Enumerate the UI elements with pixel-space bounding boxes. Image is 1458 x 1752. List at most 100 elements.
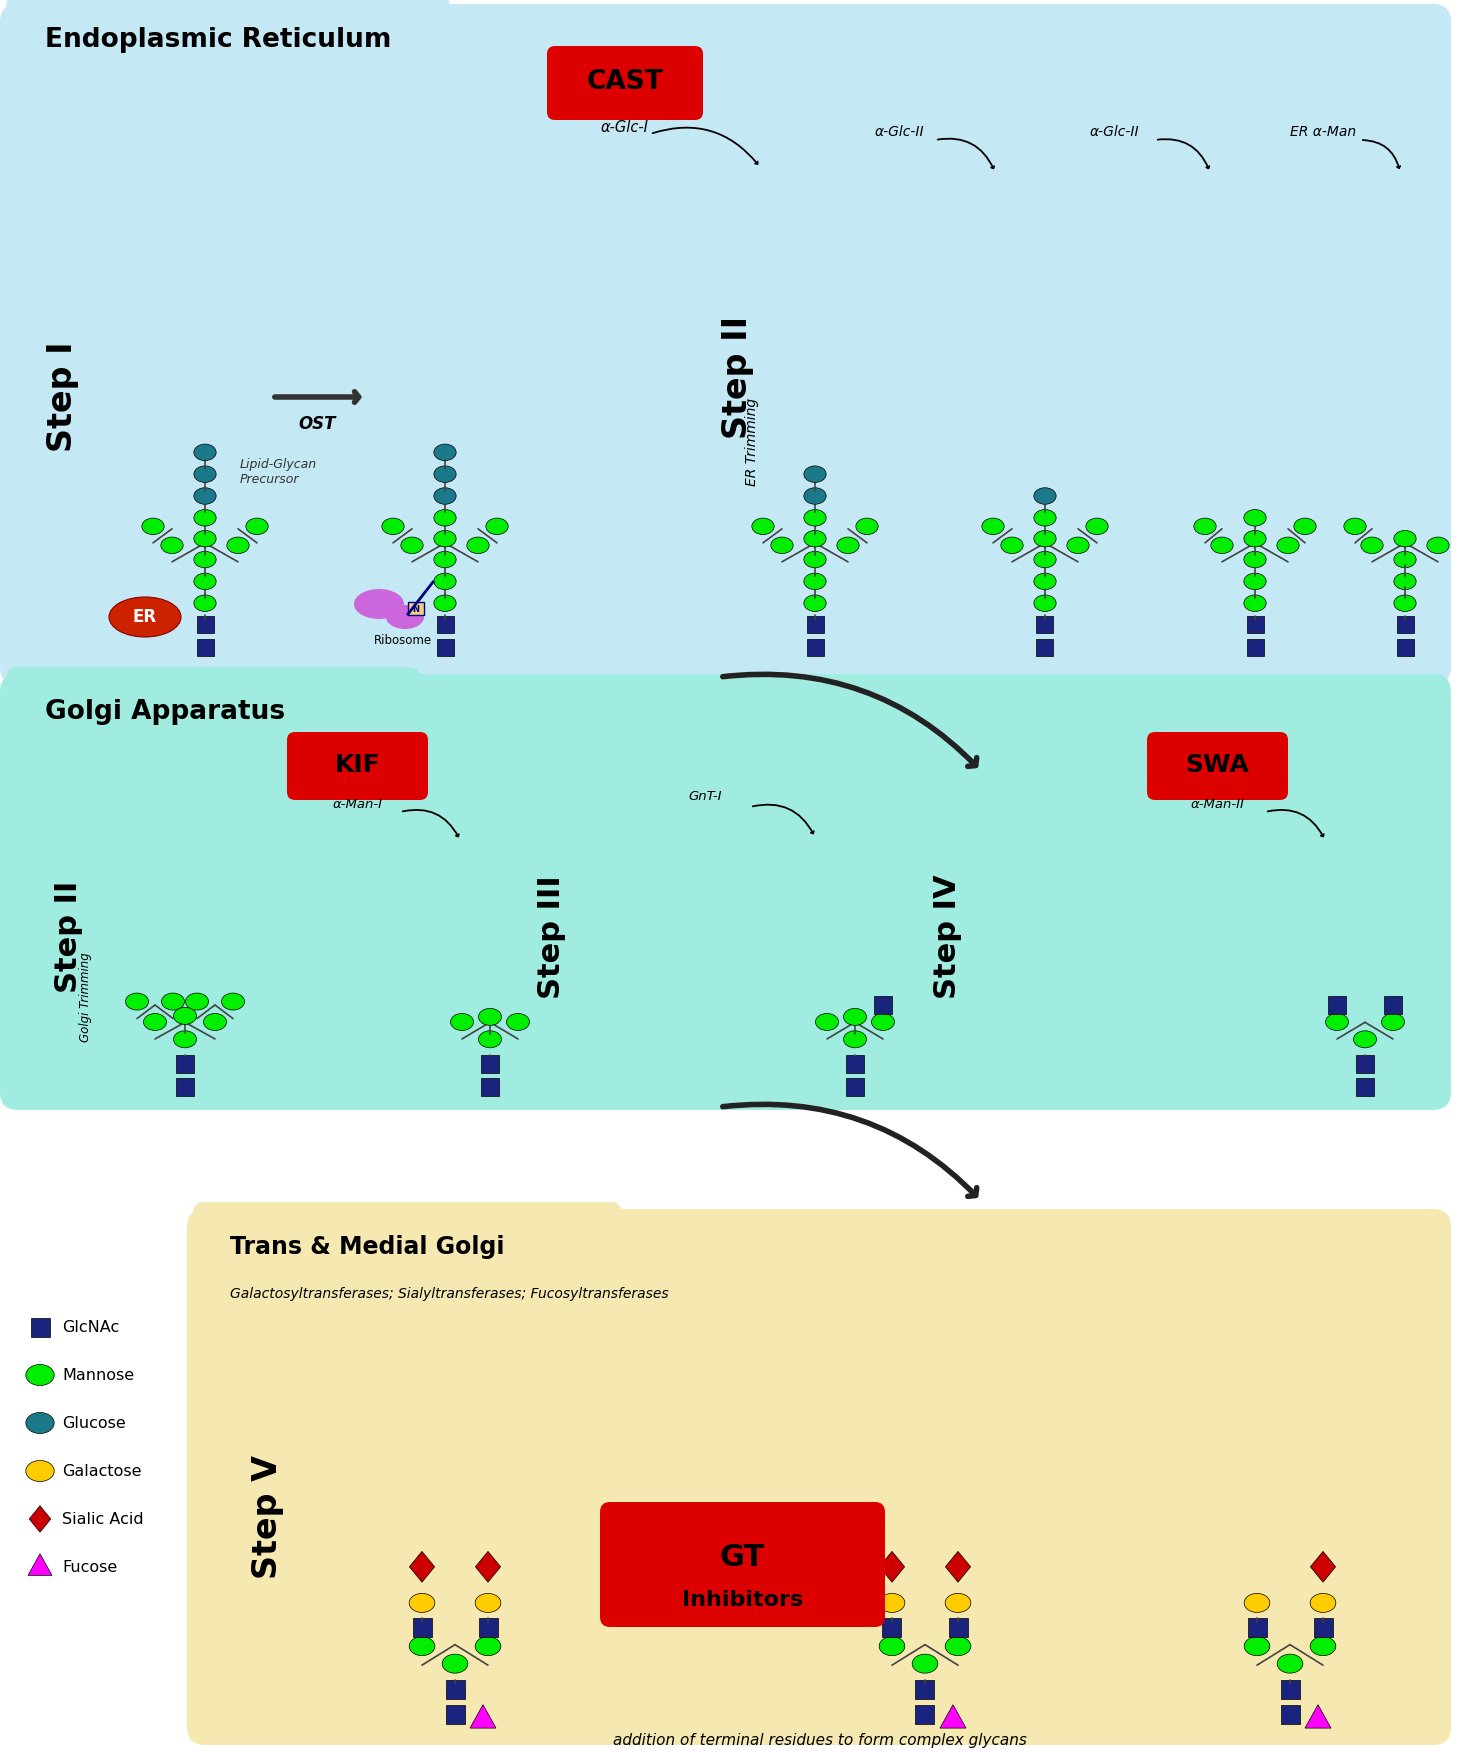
Text: α-Glc-II: α-Glc-II	[1091, 124, 1140, 138]
Ellipse shape	[1427, 538, 1449, 554]
Ellipse shape	[1086, 519, 1108, 534]
Ellipse shape	[1034, 596, 1056, 611]
FancyBboxPatch shape	[6, 0, 451, 84]
Text: Golgi Apparatus: Golgi Apparatus	[45, 699, 286, 725]
FancyBboxPatch shape	[6, 668, 420, 757]
Text: N: N	[413, 604, 420, 613]
Text: ER: ER	[133, 608, 157, 625]
Ellipse shape	[160, 538, 184, 554]
Bar	[916, 1705, 935, 1724]
Text: Glucose: Glucose	[63, 1416, 125, 1430]
Bar	[949, 1619, 968, 1636]
Ellipse shape	[143, 1013, 166, 1030]
FancyBboxPatch shape	[601, 1501, 885, 1628]
Bar	[413, 1619, 432, 1636]
Bar	[197, 638, 213, 655]
Text: α-Glc-II: α-Glc-II	[875, 124, 924, 138]
Ellipse shape	[1394, 552, 1416, 568]
Ellipse shape	[1244, 596, 1266, 611]
Ellipse shape	[1244, 1636, 1270, 1656]
Ellipse shape	[803, 510, 827, 526]
Text: Step II: Step II	[54, 881, 83, 993]
Polygon shape	[469, 1705, 496, 1727]
Polygon shape	[1311, 1552, 1336, 1582]
Ellipse shape	[1194, 519, 1216, 534]
Text: addition of terminal residues to form complex glycans: addition of terminal residues to form co…	[612, 1733, 1026, 1747]
Polygon shape	[475, 1552, 500, 1582]
Text: GnT-I: GnT-I	[688, 790, 722, 804]
Ellipse shape	[1244, 531, 1266, 547]
Ellipse shape	[174, 1030, 197, 1048]
Bar	[1037, 638, 1054, 655]
FancyBboxPatch shape	[408, 603, 424, 615]
Ellipse shape	[945, 1636, 971, 1656]
Bar	[1397, 638, 1413, 655]
Ellipse shape	[1034, 510, 1056, 526]
Ellipse shape	[803, 531, 827, 547]
Bar	[1247, 617, 1264, 634]
Ellipse shape	[442, 1654, 468, 1673]
Ellipse shape	[913, 1654, 937, 1673]
Bar	[1280, 1705, 1299, 1724]
Text: Step II: Step II	[722, 315, 754, 438]
Bar	[1247, 638, 1264, 655]
Ellipse shape	[872, 1013, 894, 1030]
Ellipse shape	[1034, 573, 1056, 590]
FancyBboxPatch shape	[547, 46, 703, 119]
Ellipse shape	[1244, 1593, 1270, 1612]
Polygon shape	[945, 1552, 971, 1582]
Bar	[446, 1680, 465, 1699]
Bar	[1397, 617, 1413, 634]
Ellipse shape	[227, 538, 249, 554]
FancyBboxPatch shape	[192, 1202, 623, 1291]
Ellipse shape	[1311, 1636, 1336, 1656]
Text: GlcNAc: GlcNAc	[63, 1319, 120, 1335]
Text: GT: GT	[720, 1542, 765, 1572]
Bar	[446, 1705, 465, 1724]
Text: ER α-Man: ER α-Man	[1290, 124, 1356, 138]
Ellipse shape	[803, 552, 827, 568]
Polygon shape	[29, 1505, 51, 1533]
Ellipse shape	[194, 596, 216, 611]
Ellipse shape	[194, 552, 216, 568]
Ellipse shape	[844, 1009, 866, 1025]
Text: KIF: KIF	[335, 753, 381, 776]
Ellipse shape	[410, 1593, 434, 1612]
Ellipse shape	[246, 519, 268, 534]
Text: α-Man-II: α-Man-II	[1191, 797, 1245, 811]
Ellipse shape	[478, 1030, 502, 1048]
Ellipse shape	[1353, 1030, 1376, 1048]
Bar	[806, 638, 824, 655]
Ellipse shape	[162, 993, 185, 1011]
Bar	[1314, 1619, 1333, 1636]
Ellipse shape	[434, 531, 456, 547]
Ellipse shape	[26, 1365, 54, 1386]
Text: Golgi Trimming: Golgi Trimming	[79, 951, 92, 1042]
Bar	[1356, 1055, 1373, 1072]
Ellipse shape	[803, 596, 827, 611]
FancyBboxPatch shape	[0, 675, 1451, 1111]
Ellipse shape	[26, 1461, 54, 1482]
Ellipse shape	[1325, 1013, 1349, 1030]
Bar	[1037, 617, 1054, 634]
Ellipse shape	[434, 596, 456, 611]
Ellipse shape	[879, 1593, 905, 1612]
Ellipse shape	[1277, 1654, 1303, 1673]
Ellipse shape	[109, 597, 181, 638]
Text: Sialic Acid: Sialic Acid	[63, 1512, 144, 1526]
Text: α-Glc-I: α-Glc-I	[601, 119, 649, 135]
Ellipse shape	[185, 993, 208, 1011]
Ellipse shape	[194, 487, 216, 505]
Text: Trans & Medial Golgi: Trans & Medial Golgi	[230, 1235, 504, 1260]
Ellipse shape	[803, 466, 827, 482]
Ellipse shape	[434, 510, 456, 526]
Polygon shape	[28, 1554, 52, 1575]
Ellipse shape	[475, 1636, 502, 1656]
Ellipse shape	[1394, 596, 1416, 611]
Bar	[1328, 995, 1346, 1014]
Ellipse shape	[844, 1030, 866, 1048]
Ellipse shape	[194, 573, 216, 590]
Ellipse shape	[475, 1593, 502, 1612]
Ellipse shape	[1034, 531, 1056, 547]
FancyBboxPatch shape	[1147, 732, 1287, 801]
